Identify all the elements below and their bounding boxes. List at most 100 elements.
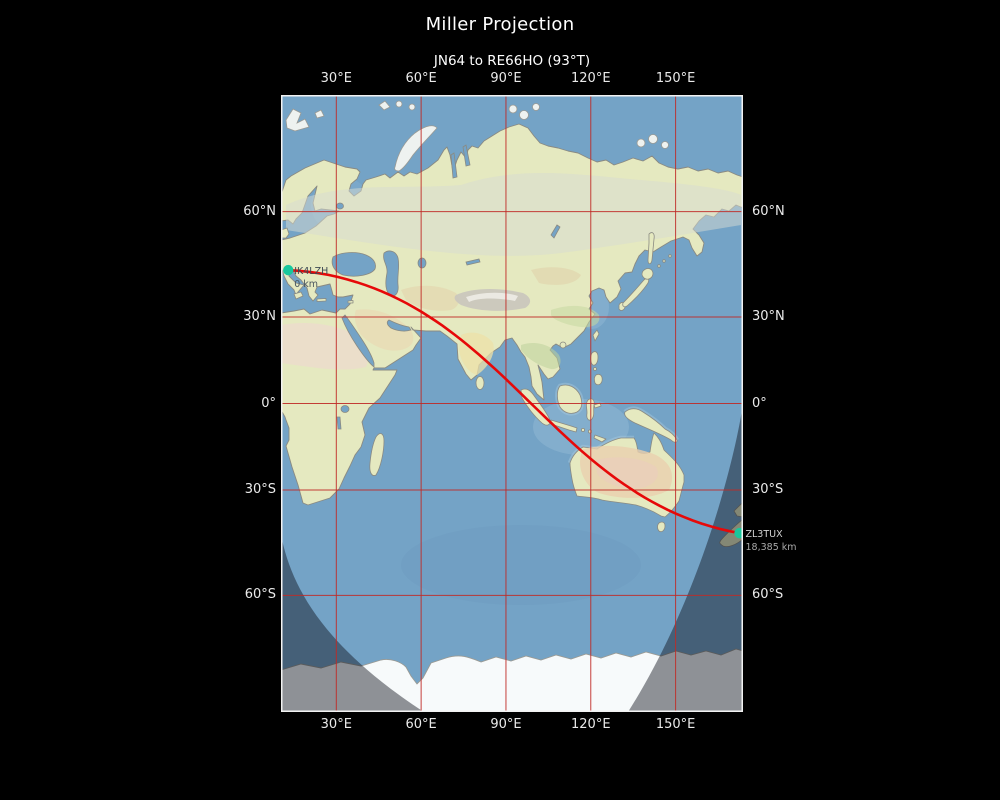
- tasmania: [657, 521, 666, 533]
- map-frame: [281, 95, 743, 712]
- figure-subtitle: JN64 to RE66HO (93°T): [433, 53, 591, 69]
- tick-label-bottom-60°E: 60°E: [405, 717, 437, 732]
- terrain-south-china: [551, 305, 600, 328]
- severnaya-zemlya: [508, 104, 518, 114]
- end-distance: 18,385 km: [745, 542, 797, 554]
- sicily: [293, 291, 304, 300]
- cyprus: [347, 300, 354, 304]
- tick-label-right-30°N: 30°N: [752, 308, 785, 324]
- new-zealand-north-island: [733, 501, 743, 518]
- lake-balkhash: [465, 258, 481, 266]
- tick-label-left-30°N: 30°N: [243, 308, 276, 324]
- lake-baikal: [550, 224, 561, 239]
- tick-label-right-60°N: 60°N: [752, 203, 785, 219]
- terrain-arabia: [354, 309, 414, 351]
- map-canvas: [281, 95, 743, 712]
- landmasses: [281, 100, 743, 712]
- franz-josef-land: [395, 100, 403, 108]
- night-shading: [281, 404, 743, 712]
- sri-lanka: [475, 376, 485, 390]
- sulawesi: [585, 398, 595, 421]
- start-distance: 0 km: [294, 279, 319, 291]
- new-siberian-islands: [636, 138, 646, 148]
- caspian-sea: [383, 250, 400, 297]
- black-sea: [331, 252, 376, 277]
- start-station-label: IK4LZH 0 km: [294, 265, 328, 291]
- lake-ladoga: [336, 202, 344, 210]
- lake-victoria: [340, 405, 350, 413]
- tick-label-top-30°E: 30°E: [320, 71, 352, 86]
- svalbard: [285, 108, 310, 132]
- great-circle-route: [286, 268, 741, 535]
- start-callsign: IK4LZH: [294, 266, 329, 278]
- tick-label-top-60°E: 60°E: [405, 71, 437, 86]
- taiwan: [592, 329, 600, 342]
- new-guinea: [624, 408, 678, 443]
- night-shading-left: [281, 535, 424, 712]
- terrain-gobi: [531, 267, 581, 285]
- tick-label-bottom-150°E: 150°E: [655, 717, 696, 732]
- franz-josef-land: [378, 100, 391, 111]
- denmark: [281, 227, 290, 239]
- route-end-marker: [734, 527, 743, 539]
- crete: [316, 298, 327, 302]
- visayas: [593, 367, 597, 371]
- lesser-sunda: [580, 427, 585, 432]
- tick-label-left-30°S: 30°S: [244, 482, 276, 497]
- mindanao: [593, 373, 603, 386]
- antarctica: [281, 648, 743, 712]
- kuril-islands: [657, 264, 661, 268]
- deep-southern-ocean: [401, 525, 641, 605]
- tick-label-top-120°E: 120°E: [571, 71, 611, 86]
- honshu: [622, 277, 650, 308]
- tick-label-left-60°N: 60°N: [243, 203, 276, 219]
- tick-label-right-0°: 0°: [752, 395, 767, 411]
- sakhalin: [647, 232, 655, 265]
- novaya-zemlya: [394, 125, 438, 172]
- tick-label-top-90°E: 90°E: [490, 71, 522, 86]
- tick-label-top-150°E: 150°E: [655, 71, 696, 86]
- kuril-islands: [662, 259, 666, 263]
- tick-label-right-60°S: 60°S: [752, 587, 784, 603]
- arctic-islands: [285, 100, 669, 172]
- hokkaido: [641, 268, 654, 280]
- tick-label-bottom-120°E: 120°E: [571, 717, 611, 732]
- shallow-sea-arafura: [533, 399, 629, 455]
- gulf-of-ob: [450, 152, 458, 179]
- night-shading-right: [628, 404, 743, 712]
- terrain-indochina: [521, 343, 561, 370]
- red-sea: [341, 314, 375, 368]
- madagascar: [369, 433, 385, 476]
- aral-sea: [417, 257, 427, 269]
- tick-label-bottom-30°E: 30°E: [320, 717, 352, 732]
- inland-waters: [331, 144, 561, 430]
- persian-gulf: [386, 319, 412, 332]
- svalbard-east: [314, 109, 325, 119]
- end-station-label: ZL3TUX 18,385 km: [746, 528, 797, 554]
- tick-label-right-30°S: 30°S: [752, 482, 784, 497]
- kuril-islands: [668, 254, 672, 258]
- new-siberian-islands: [661, 141, 669, 149]
- franz-josef-land: [408, 103, 416, 111]
- tick-label-left-60°S: 60°S: [244, 587, 276, 603]
- graticule: [281, 95, 743, 712]
- terrain-iran-steppe: [401, 285, 459, 311]
- lake-tanganyika: [336, 416, 342, 430]
- new-siberian-islands: [648, 134, 658, 144]
- route-start-marker: [283, 264, 294, 276]
- hainan: [559, 341, 567, 349]
- luzon: [590, 351, 599, 366]
- terrain-tundra: [286, 173, 741, 256]
- severnaya-zemlya: [519, 110, 529, 120]
- yenisei-gulf: [462, 144, 471, 167]
- terrain-sahara: [281, 323, 368, 370]
- timor: [593, 434, 607, 443]
- borneo: [556, 384, 583, 414]
- tick-label-bottom-90°E: 90°E: [490, 717, 522, 732]
- route-layer: [283, 264, 743, 539]
- terrain-himalaya-snow: [466, 292, 518, 302]
- end-callsign: ZL3TUX: [745, 529, 783, 541]
- figure-title: Miller Projection: [425, 14, 575, 35]
- terrain-outback-core: [596, 457, 658, 489]
